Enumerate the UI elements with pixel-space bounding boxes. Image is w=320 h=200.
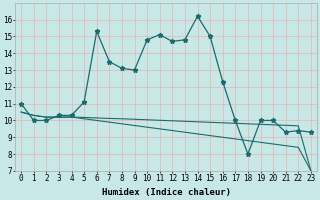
X-axis label: Humidex (Indice chaleur): Humidex (Indice chaleur) xyxy=(101,188,230,197)
